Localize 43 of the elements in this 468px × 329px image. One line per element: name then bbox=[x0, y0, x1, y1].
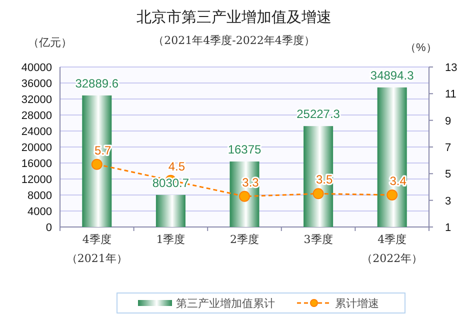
data-label: 25227.3 bbox=[296, 107, 340, 122]
bar bbox=[230, 162, 260, 227]
data-label: 16375 bbox=[228, 142, 262, 156]
y-tick-label: 8000 bbox=[28, 190, 52, 202]
bar bbox=[377, 87, 407, 227]
y2-tick-label: 7 bbox=[445, 142, 452, 154]
x-tick-label: 4季度（2022年） bbox=[362, 233, 423, 265]
point bbox=[239, 190, 250, 202]
y-tick-label: 36000 bbox=[21, 78, 52, 90]
y-tick-label: 24000 bbox=[21, 126, 52, 138]
legend-label: 累计增速 bbox=[335, 297, 379, 310]
data-label: 34894.3 bbox=[370, 68, 414, 82]
x-tick-label: 3季度 bbox=[304, 233, 333, 246]
x-tick-label: 4季度（2021年） bbox=[66, 233, 128, 265]
y2-tick-label: 13 bbox=[445, 62, 458, 74]
legend-label: 第三产业增加值累计 bbox=[176, 297, 275, 310]
bar bbox=[156, 194, 186, 227]
y-tick-label: 28000 bbox=[21, 110, 52, 122]
bar bbox=[304, 126, 334, 227]
bar bbox=[82, 95, 112, 227]
y2-tick-label: 3 bbox=[445, 195, 452, 208]
y-tick-label: 0 bbox=[46, 222, 52, 234]
y2-axis-title: （%） bbox=[405, 42, 437, 54]
y-tick-label: 16000 bbox=[21, 158, 52, 170]
data-label: 32889.6 bbox=[75, 76, 119, 90]
data-label: 4.5 bbox=[168, 159, 186, 174]
y-axis-title: （亿元） bbox=[28, 37, 72, 49]
y-tick-label: 12000 bbox=[21, 174, 52, 186]
chart-subtitle: （2021年4季度-2022年4季度） bbox=[153, 34, 315, 47]
y-tick-label: 32000 bbox=[21, 94, 52, 106]
y-tick-label: 4000 bbox=[28, 206, 52, 218]
point bbox=[386, 190, 398, 200]
x-tick-label: 2季度 bbox=[230, 233, 259, 246]
y2-tick-label: 11 bbox=[445, 88, 456, 101]
x-tick-label: 1季度 bbox=[156, 233, 186, 246]
y-tick-label: 40000 bbox=[21, 62, 52, 74]
y2-tick-label: 5 bbox=[445, 168, 452, 181]
y2-tick-label: 1 bbox=[445, 222, 452, 234]
y-tick-label: 20000 bbox=[21, 142, 52, 154]
point bbox=[312, 188, 324, 200]
chart-title: 北京市第三产业增加值及增速 bbox=[136, 9, 332, 26]
y2-tick-label: 9 bbox=[445, 115, 452, 128]
point bbox=[91, 158, 102, 170]
